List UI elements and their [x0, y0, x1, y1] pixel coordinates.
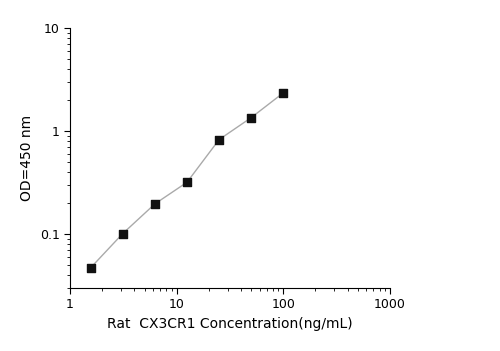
Point [151, 201, 159, 207]
Point [247, 115, 255, 120]
Point [215, 137, 223, 143]
Point [183, 179, 191, 185]
Point [86, 265, 94, 271]
Point [119, 231, 127, 236]
Point [280, 90, 287, 95]
X-axis label: Rat  CX3CR1 Concentration(ng/mL): Rat CX3CR1 Concentration(ng/mL) [107, 317, 353, 331]
Y-axis label: OD=450 nm: OD=450 nm [20, 115, 34, 201]
